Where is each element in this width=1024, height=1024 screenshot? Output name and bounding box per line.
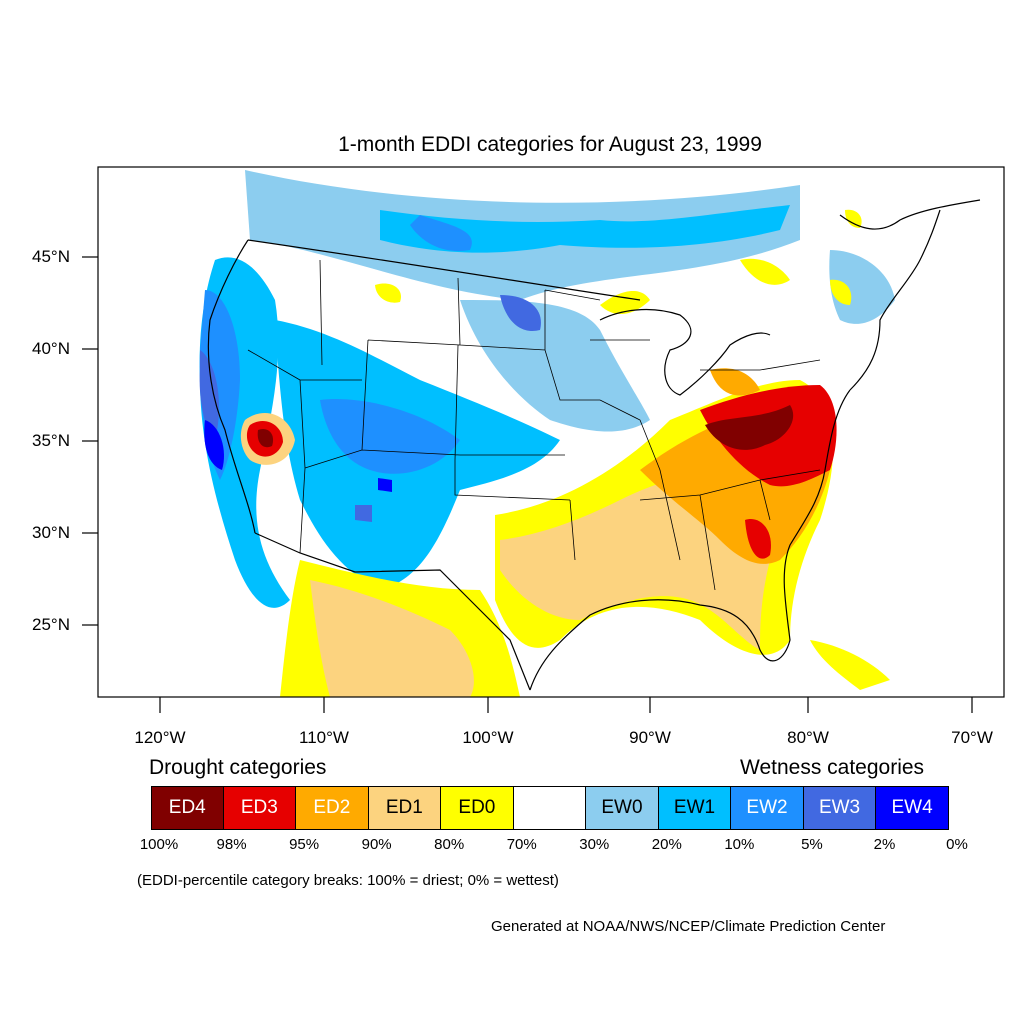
wet-region-interior-ew4: [378, 478, 392, 492]
legend-percent-2: 95%: [289, 836, 320, 853]
legend-percent-10: 2%: [873, 836, 896, 853]
drought-region-midatlantic-ed4: [705, 405, 794, 450]
wet-region-north-ew2: [410, 215, 472, 251]
us-east-coast: [849, 209, 941, 391]
legend-percent-5: 70%: [506, 836, 537, 853]
legend-percent-0: 100%: [139, 836, 179, 853]
legend-swatch-neutral: [513, 786, 587, 830]
wet-region-northeast: [829, 250, 895, 324]
legend-percent-1: 98%: [216, 836, 247, 853]
legend-percent-row: 100% 98% 95% 90% 80% 70% 30% 20% 10% 5% 2% 0%: [0, 836, 1024, 856]
legend-percent-9: 5%: [801, 836, 823, 853]
lon-label-90: 90°W: [629, 728, 671, 747]
us-gulf-coast: [529, 389, 851, 691]
legend-swatch-ed2: ED2: [296, 786, 369, 830]
legend-note: (EDDI-percentile category breaks: 100% =…: [137, 872, 559, 889]
legend-swatch-ed3: ED3: [223, 786, 297, 830]
us-west-coast: [207, 239, 256, 534]
legend-color-bar: ED4 ED3 ED2 ED1 ED0 EW0 EW1 EW2 EW3 EW4: [151, 786, 949, 830]
legend-swatch-ew3: EW3: [803, 786, 877, 830]
state-lines: [247, 259, 821, 591]
wet-region-interior-ew3: [355, 505, 372, 522]
legend-swatch-ew0: EW0: [586, 786, 659, 830]
drought-region-lakes-ed0: [600, 290, 650, 315]
drought-legend-title: Drought categories: [149, 756, 327, 779]
us-border-north: [247, 239, 641, 301]
legend-percent-7: 20%: [651, 836, 682, 853]
legend-swatch-ew1: EW1: [658, 786, 732, 830]
lon-label-80: 80°W: [787, 728, 829, 747]
map-frame: [97, 166, 1005, 698]
lat-label-30: 30°N: [32, 523, 70, 542]
drought-region-ohio-ed2: [710, 368, 760, 396]
drought-region-montana-ed0: [375, 283, 401, 303]
legend-percent-3: 90%: [361, 836, 392, 853]
wet-region-plains: [460, 300, 650, 432]
legend-percent-4: 80%: [434, 836, 465, 853]
drought-region-carolina-ed3: [745, 519, 771, 559]
lon-label-100: 100°W: [462, 728, 514, 747]
drought-region-nevada-ed4: [257, 428, 274, 448]
map-title: 1-month EDDI categories for August 23, 1…: [338, 133, 762, 156]
drought-region-mexico-ed1: [310, 580, 474, 697]
canada-coast: [839, 199, 981, 230]
great-lakes: [599, 308, 771, 396]
lat-label-35: 35°N: [32, 431, 70, 450]
lon-label-110: 110°W: [299, 728, 349, 747]
lon-label-70: 70°W: [951, 728, 993, 747]
lon-label-120: 120°W: [134, 728, 186, 747]
drought-region-cuba-ed0: [810, 640, 890, 690]
legend-swatch-ed4: ED4: [151, 786, 224, 830]
lat-label-40: 40°N: [32, 339, 70, 358]
legend-swatch-ew2: EW2: [731, 786, 804, 830]
credit-text: Generated at NOAA/NWS/NCEP/Climate Predi…: [491, 918, 886, 935]
wet-region-dakota-ew3: [500, 295, 541, 331]
legend-percent-6: 30%: [579, 836, 610, 853]
legend-percent-11: 0%: [946, 836, 968, 853]
legend-swatch-ed1: ED1: [368, 786, 442, 830]
wet-region-west-ew3: [199, 350, 220, 440]
drought-region-newengland-ed0: [740, 258, 790, 285]
drought-region-newengland2-ed0: [830, 279, 852, 305]
wetness-legend-title: Wetness categories: [740, 756, 925, 779]
legend-percent-8: 10%: [724, 836, 755, 853]
drought-region-canada-ed0: [845, 209, 862, 228]
legend-swatch-ew4: EW4: [876, 786, 949, 830]
legend-swatch-ed0: ED0: [441, 786, 514, 830]
lat-label-45: 45°N: [32, 247, 70, 266]
lat-label-25: 25°N: [32, 615, 70, 634]
wet-region-west-ew4: [204, 420, 225, 470]
wet-region-interior-ew2: [320, 399, 460, 474]
wet-region-north-ew1: [380, 205, 790, 253]
